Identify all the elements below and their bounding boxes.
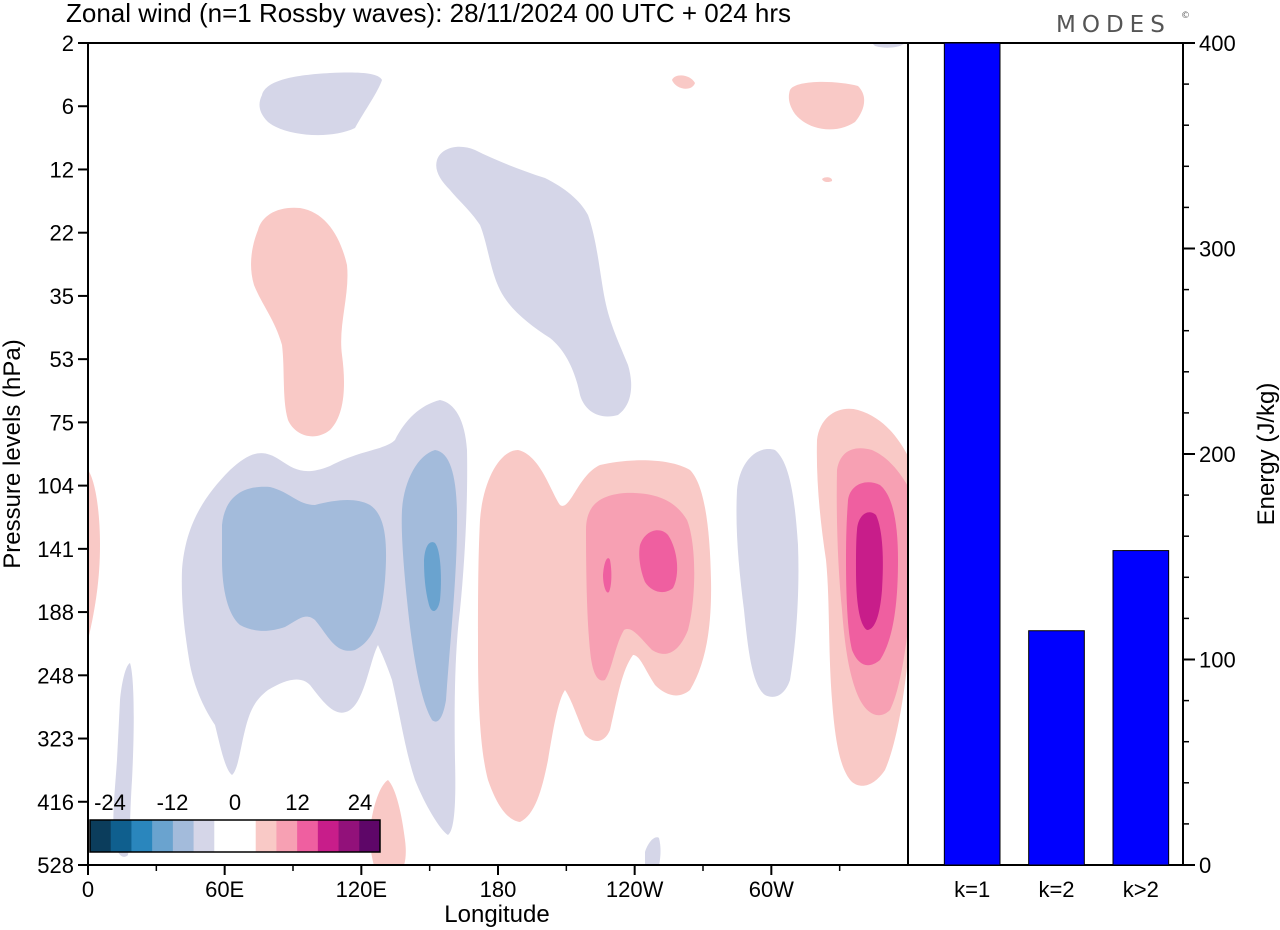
contour-pos-level3-b (639, 530, 678, 593)
energy-axis-label: Energy (J/kg) (1253, 383, 1280, 526)
y-tick-label: 248 (37, 663, 74, 688)
bar-x-axis: k=1 k=2 k>2 (954, 877, 1159, 902)
colorbar-swatch (297, 820, 319, 852)
energy-bar (943, 42, 1001, 866)
contour-neg-bottom-mid (645, 837, 661, 865)
energy-bar (1112, 550, 1170, 866)
colorbar-swatch (235, 820, 257, 852)
x-tick-label: 120W (606, 877, 664, 902)
colorbar-swatch (359, 820, 381, 852)
y-tick-label: 323 (37, 727, 74, 752)
contour-neg-upper-left (259, 72, 382, 136)
colorbar-swatch (152, 820, 174, 852)
colorbar-label: 0 (229, 790, 241, 815)
x-axis: 0 60E 120E 180 120W 60W (82, 865, 841, 902)
energy-bar-chart: k=1 k=2 k>2 0 100 200 300 400 Energy (J/kg) (907, 31, 1280, 902)
energy-tick-label: 300 (1199, 237, 1236, 262)
energy-tick-label: 100 (1199, 648, 1236, 673)
y-tick-label: 12 (50, 157, 74, 182)
colorbar-swatch (255, 820, 277, 852)
energy-bars (943, 42, 1170, 866)
contour-plot: 0 60E 120E 180 120W 60W 2 6 12 22 35 53 75 104 141 188… (0, 31, 909, 928)
colorbar-swatch (276, 820, 298, 852)
bar-category-label: k=2 (1038, 877, 1074, 902)
y-axis-right: 0 100 200 300 400 (1183, 31, 1236, 878)
contour-pos-upper-left (251, 207, 348, 437)
contour-neg-top-corner (872, 43, 905, 48)
colorbar-legend: -24 -12 0 12 24 (89, 790, 381, 853)
x-axis-label: Longitude (444, 901, 549, 928)
colorbar-swatch (110, 820, 132, 852)
colorbar-swatch (214, 820, 236, 852)
contour-pos-top-right (788, 81, 865, 130)
colorbar-swatch (193, 820, 215, 852)
colorbar-label: 24 (348, 790, 372, 815)
contour-pos-level3-a (603, 558, 612, 593)
x-tick-label: 0 (82, 877, 94, 902)
energy-tick-label: 0 (1199, 853, 1211, 878)
energy-bar (1028, 630, 1085, 866)
colorbar-swatch (90, 820, 112, 852)
contour-pos-level4-east (856, 512, 883, 630)
contour-neg-bottom-left (113, 663, 134, 857)
colorbar-swatch (172, 820, 195, 852)
x-tick-label: 120E (336, 877, 387, 902)
y-tick-label: 141 (37, 537, 74, 562)
colorbar-frame (89, 819, 381, 853)
colorbar-label: 12 (285, 790, 309, 815)
modes-logo: MODES © (1056, 11, 1190, 38)
y-tick-label: 188 (37, 600, 74, 625)
y-tick-label: 416 (37, 790, 74, 815)
contour-fills (88, 43, 908, 865)
contour-neg-east (736, 449, 799, 697)
contour-neg-level2-west (222, 486, 387, 651)
y-tick-label: 75 (50, 410, 74, 435)
x-tick-label: 60E (205, 877, 244, 902)
chart-title: Zonal wind (n=1 Rossby waves): 28/11/202… (66, 0, 791, 28)
colorbar-swatch (131, 820, 153, 852)
contour-neg-stratosphere (436, 146, 632, 417)
x-tick-label: 60W (749, 877, 794, 902)
energy-tick-label: 200 (1199, 442, 1236, 467)
y-axis-label: Pressure levels (hPa) (0, 339, 26, 568)
y-tick-label: 22 (50, 221, 74, 246)
svg-text:MODES: MODES (1056, 12, 1171, 38)
y-tick-label: 53 (50, 347, 74, 372)
x-tick-label: 180 (480, 877, 517, 902)
colorbar-swatch (317, 820, 340, 852)
contour-pos-left-edge (88, 470, 100, 640)
y-tick-label: 6 (62, 94, 74, 119)
bar-category-label: k>2 (1123, 877, 1159, 902)
y-tick-label: 104 (37, 474, 74, 499)
contour-pos-speck (822, 177, 833, 183)
y-tick-label: 528 (37, 853, 74, 878)
contour-pos-top-mid (672, 75, 695, 89)
colorbar-label: -12 (157, 790, 189, 815)
y-tick-label: 35 (50, 284, 74, 309)
logo-mark: © (1181, 11, 1190, 21)
colorbar-label: -24 (94, 790, 126, 815)
contour-neg-level3-mid (424, 542, 441, 612)
bar-category-label: k=1 (954, 877, 990, 902)
y-axis-left: 2 6 12 22 35 53 75 104 141 188 248 323 416 528 (37, 31, 88, 878)
colorbar-swatch (338, 820, 360, 852)
y-tick-label: 2 (62, 31, 74, 56)
energy-tick-label: 400 (1199, 31, 1236, 56)
